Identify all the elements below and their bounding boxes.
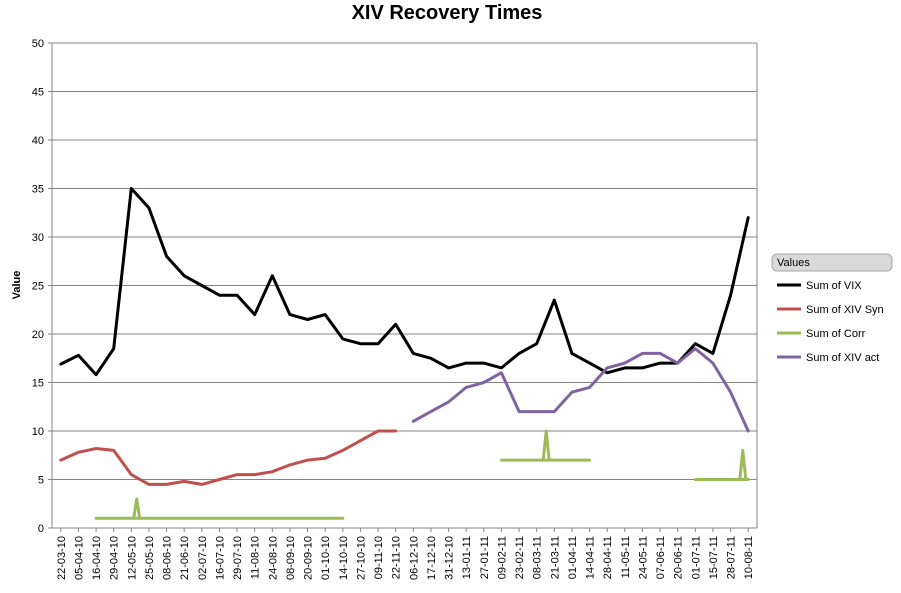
x-tick-label: 09-02-11 <box>496 536 508 579</box>
y-tick-label: 10 <box>32 426 44 438</box>
x-tick-label: 25-05-10 <box>144 536 156 580</box>
y-tick-label: 15 <box>32 378 44 390</box>
x-tick-label: 28-04-11 <box>602 536 614 579</box>
legend[interactable]: Values Sum of VIX Sum of XIV Syn Sum of Co… <box>771 253 893 364</box>
x-tick-label: 11-08-10 <box>250 536 262 579</box>
x-tick-label: 14-04-11 <box>585 536 597 579</box>
y-axis-ticks: 0 5 10 15 20 25 30 35 40 45 50 <box>32 38 52 535</box>
series-line-sum-of-corr <box>94 458 750 520</box>
x-tick-label: 01-10-10 <box>320 536 332 580</box>
x-tick-label: 08-03-11 <box>532 536 544 579</box>
series-spike-sum-of-corr <box>738 448 748 480</box>
series-spike-sum-of-corr <box>132 497 142 519</box>
x-tick-label: 21-06-10 <box>179 536 191 580</box>
x-tick-label: 08-06-10 <box>162 536 174 580</box>
x-tick-label: 29-07-10 <box>232 536 244 580</box>
x-tick-label: 02-07-10 <box>197 536 209 580</box>
x-tick-label: 27-10-10 <box>355 536 367 580</box>
y-tick-label: 40 <box>32 135 44 147</box>
x-tick-label: 11-05-11 <box>620 536 632 578</box>
legend-label: Sum of VIX <box>806 280 862 292</box>
x-tick-label: 08-09-10 <box>285 536 297 580</box>
x-tick-label: 16-04-10 <box>91 536 103 580</box>
x-tick-label: 31-12-10 <box>444 536 456 580</box>
x-tick-label: 22-03-10 <box>56 536 68 580</box>
legend-items: Sum of VIX Sum of XIV Syn Sum of Corr Sum o… <box>777 280 884 364</box>
y-axis-label: Value <box>11 271 23 300</box>
x-tick-label: 15-07-11 <box>708 536 720 579</box>
x-tick-label: 20-09-10 <box>303 536 315 580</box>
y-tick-label: 25 <box>32 281 44 293</box>
series-line-sum-of-vix <box>59 187 750 377</box>
legend-title-box[interactable] <box>771 253 893 272</box>
legend-label: Sum of XIV act <box>806 352 879 364</box>
x-axis-ticks: 22-03-10 05-04-10 16-04-10 29-04-10 12-05-10… <box>56 528 755 580</box>
x-tick-label: 01-04-11 <box>567 536 579 579</box>
x-tick-label: 17-12-10 <box>426 536 438 580</box>
legend-label: Sum of XIV Syn <box>806 304 884 316</box>
y-tick-label: 35 <box>32 184 44 196</box>
x-tick-label: 29-04-10 <box>109 536 121 580</box>
x-tick-label: 24-05-11 <box>637 536 649 579</box>
x-tick-label: 13-01-11 <box>461 536 473 579</box>
gridlines <box>51 42 758 529</box>
x-tick-label: 12-05-10 <box>126 536 138 580</box>
legend-title: Values <box>777 257 810 269</box>
x-tick-label: 20-06-11 <box>673 536 685 579</box>
x-tick-label: 22-11-10 <box>391 536 403 579</box>
y-tick-label: 5 <box>38 475 44 487</box>
x-tick-label: 05-04-10 <box>73 536 85 580</box>
y-tick-label: 30 <box>32 232 44 244</box>
x-tick-label: 21-03-11 <box>549 536 561 579</box>
x-tick-label: 16-07-10 <box>214 536 226 580</box>
x-tick-label: 09-11-10 <box>373 536 385 579</box>
series-lines <box>59 187 750 520</box>
x-tick-label: 24-08-10 <box>267 536 279 580</box>
x-tick-label: 10-08-11 <box>743 536 755 579</box>
x-tick-label: 06-12-10 <box>408 536 420 580</box>
series-line-sum-of-xiv-syn <box>59 429 398 486</box>
x-tick-label: 27-01-11 <box>479 536 491 579</box>
x-tick-label: 23-02-11 <box>514 536 526 579</box>
series-spike-sum-of-corr <box>541 429 551 461</box>
legend-label: Sum of Corr <box>806 328 866 340</box>
chart-title: XIV Recovery Times <box>352 2 543 24</box>
y-tick-label: 45 <box>32 87 44 99</box>
x-tick-label: 14-10-10 <box>338 536 350 580</box>
x-tick-label: 07-06-11 <box>655 536 667 579</box>
y-tick-label: 0 <box>38 523 44 535</box>
y-tick-label: 50 <box>32 38 44 50</box>
series-line-sum-of-xiv-act <box>411 347 750 433</box>
x-tick-label: 01-07-11 <box>690 536 702 579</box>
x-tick-label: 28-07-11 <box>726 536 738 579</box>
y-tick-label: 20 <box>32 329 44 341</box>
